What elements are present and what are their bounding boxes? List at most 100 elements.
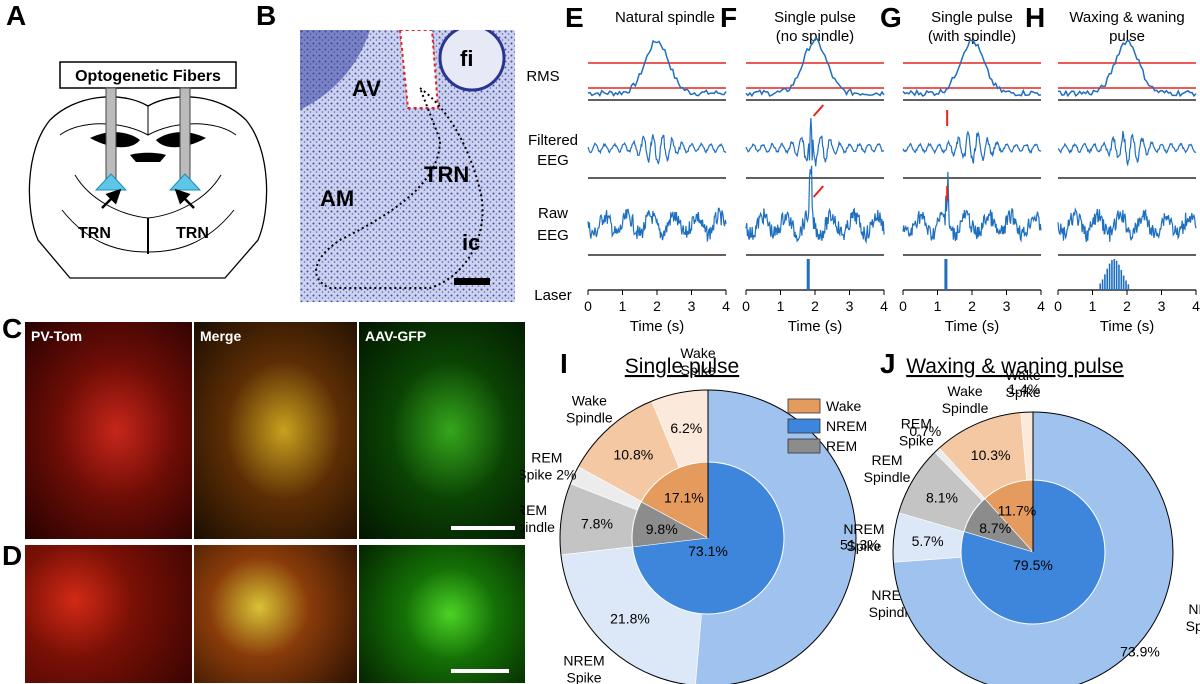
laser-pulse xyxy=(806,259,810,290)
trn-right-label: TRN xyxy=(176,225,209,242)
row-label-filtered-2: EEG xyxy=(537,152,569,169)
outer-pct-label: 8.1% xyxy=(926,490,958,506)
region-ic: ic xyxy=(462,230,480,255)
x-tick-label: 1 xyxy=(619,298,627,314)
image-merge: Merge xyxy=(194,322,357,539)
brain-outline xyxy=(28,96,268,279)
x-tick-label: 3 xyxy=(688,298,696,314)
rms-trace xyxy=(902,38,1042,97)
image-pv-tom: PV-Tom xyxy=(25,322,192,539)
x-axis-label: Time (s) xyxy=(945,318,999,335)
outer-category-label: REM xyxy=(871,452,902,468)
x-axis-label: Time (s) xyxy=(788,318,842,335)
laser-pulse-bar xyxy=(1108,263,1111,290)
zoom-image-green xyxy=(359,545,525,683)
laser-pulse-bar xyxy=(1113,259,1116,290)
outer-pct-label: 1.4% xyxy=(1008,381,1040,397)
laser-pulse-bar xyxy=(1111,260,1113,290)
region-am: AM xyxy=(320,186,354,211)
brain-schematic: Optogenetic Fibers TRN TRN xyxy=(28,61,268,279)
column-subtitle-3: (with spindle) xyxy=(928,28,1016,45)
filtered-eeg-trace xyxy=(902,130,1042,164)
laser-pulse-bar xyxy=(1104,274,1106,290)
label-merge: Merge xyxy=(200,328,242,344)
outer-category-label: Spindle xyxy=(1186,618,1200,634)
outer-category-label: Spindle xyxy=(869,604,916,620)
row-label-laser: Laser xyxy=(534,287,572,304)
raw-eeg-trace xyxy=(745,165,885,244)
row-label-rms: RMS xyxy=(526,68,559,85)
eeg-traces: RMS Filtered EEG Raw EEG Laser Natural s… xyxy=(526,9,1200,335)
outer-pct-label: 51.3% xyxy=(840,536,880,552)
inner-pct-label: 9.8% xyxy=(646,521,678,537)
column-title-3: Single pulse xyxy=(931,9,1013,26)
filtered-eeg-trace xyxy=(1057,130,1197,167)
outer-category-label: Wake xyxy=(680,345,715,361)
outer-category-label: NREM xyxy=(1188,601,1200,617)
outer-category-label: REM xyxy=(901,415,932,431)
x-tick-label: 4 xyxy=(880,298,888,314)
legend-label-wake: Wake xyxy=(826,398,861,414)
outer-category-label: Spike 2% xyxy=(520,466,576,482)
x-tick-label: 2 xyxy=(1123,298,1131,314)
inner-pct-label: 73.1% xyxy=(688,543,728,559)
x-tick-label: 4 xyxy=(1037,298,1045,314)
x-axis-label: Time (s) xyxy=(1100,318,1154,335)
laser-pulse xyxy=(944,259,948,290)
scale-bar-b xyxy=(454,278,490,285)
outer-pct-label: 0.7% xyxy=(909,423,941,439)
column-title-1: Natural spindle xyxy=(615,9,715,26)
panel-label-j: J xyxy=(880,348,896,379)
outer-category-label: NREM xyxy=(563,653,604,669)
outer-pct-label: 10.8% xyxy=(613,447,653,463)
outer-category-label: Spike xyxy=(680,362,715,378)
panel-label-h: H xyxy=(1025,2,1046,33)
panel-label-c: C xyxy=(2,313,23,344)
panel-label-i: I xyxy=(560,348,568,379)
outer-category-label: Wake xyxy=(947,383,982,399)
outer-pct-label: 73.9% xyxy=(1120,643,1160,659)
fiber-right xyxy=(179,87,191,181)
scale-bar-d xyxy=(451,669,509,673)
x-tick-label: 0 xyxy=(742,298,750,314)
row-label-filtered-1: Filtered xyxy=(528,132,578,149)
laser-pulse-bar xyxy=(1099,283,1101,290)
fiber-title-box xyxy=(59,61,237,89)
inner-pct-label: 11.7% xyxy=(998,502,1037,518)
zoom-image-red xyxy=(25,545,192,683)
rms-trace xyxy=(745,38,885,98)
outer-category-label: Spike xyxy=(846,538,881,554)
x-tick-label: 0 xyxy=(1054,298,1062,314)
zoom-image-merge xyxy=(194,545,357,683)
outer-pct-label: 6.2% xyxy=(670,420,702,436)
fiber-left xyxy=(105,87,117,181)
x-axis-label: Time (s) xyxy=(630,318,684,335)
laser-pulse-bar xyxy=(1127,284,1130,290)
panel-label-g: G xyxy=(880,2,902,33)
outer-category-label: REM xyxy=(520,502,547,518)
x-tick-label: 0 xyxy=(899,298,907,314)
x-tick-label: 2 xyxy=(653,298,661,314)
region-av: AV xyxy=(352,76,381,101)
x-tick-label: 1 xyxy=(777,298,785,314)
panel-label-f: F xyxy=(720,2,738,33)
legend-swatch-nrem xyxy=(787,418,821,434)
inner-pct-label: 8.7% xyxy=(979,520,1011,536)
panel-label-d: D xyxy=(2,540,23,571)
outer-pct-label: 10.3% xyxy=(971,447,1011,463)
outer-category-label: Spindle xyxy=(520,519,555,535)
outer-category-label: REM xyxy=(531,449,562,465)
outer-pct-label: 5.7% xyxy=(912,533,944,549)
raw-eeg-trace xyxy=(1057,207,1197,242)
x-tick-label: 4 xyxy=(722,298,730,314)
outer-category-label: Wake xyxy=(572,392,607,408)
panel-label-b: B xyxy=(256,0,277,31)
pie-charts: Single pulse 17.1% 9.8% 73.1% 6.2% 10.8% 7.8% 2… xyxy=(520,345,1200,684)
x-tick-label: 0 xyxy=(584,298,592,314)
laser-pulse-bar xyxy=(1125,280,1127,290)
laser-pulse-bar xyxy=(1120,270,1123,290)
trn-left-label: TRN xyxy=(78,225,111,242)
raw-eeg-trace xyxy=(902,171,1042,243)
filtered-eeg-trace xyxy=(745,117,885,167)
column-title-2: Single pulse xyxy=(774,9,856,26)
